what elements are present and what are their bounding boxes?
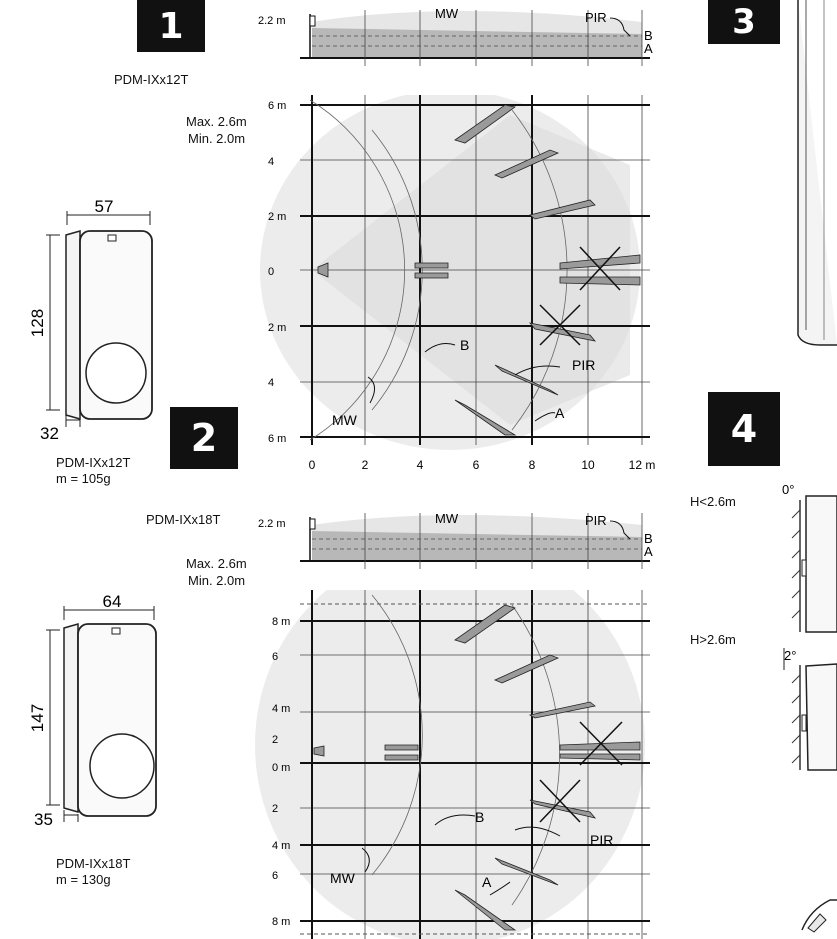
top12-pir-label: PIR	[572, 357, 595, 373]
dim-depth-18: 35	[34, 810, 53, 829]
y-label-18-0: 8 m	[272, 616, 290, 628]
section-badge-2: 2	[170, 407, 238, 469]
y-label-18-8: 8 m	[272, 916, 290, 928]
y-label-18-1: 6	[272, 651, 278, 663]
section-badge-4: 4	[708, 392, 780, 466]
side-pir-label-18: PIR	[585, 513, 607, 528]
side-zone-a-12: A	[644, 41, 653, 56]
top18-mw-label: MW	[330, 870, 356, 886]
model-name-18: PDM-IXx18T	[56, 856, 131, 871]
side-pir-label-12: PIR	[585, 10, 607, 25]
x-label-12-1: 2	[362, 458, 369, 472]
device-drawing-12: 57 128 32	[28, 197, 153, 443]
model-mass-18: m = 130g	[56, 872, 111, 887]
top-view-18: B PIR A MW 8 m 6 4 m 2 0 m 2 4 m 6 8 m	[255, 590, 650, 939]
top-view-12: B PIR A MW 6 m 4 2 m 0 2 m 4 6 m 0 2 4 6…	[260, 95, 656, 472]
mount-min-12: Min. 2.0m	[188, 131, 246, 146]
y-label-12-4: 2 m	[268, 322, 286, 334]
y-label-12-5: 4	[268, 377, 274, 389]
top18-zone-b-label: B	[475, 809, 484, 825]
device-drawing-18: 64 147 35	[28, 592, 157, 829]
side-height-label-18: 2.2 m	[258, 518, 286, 530]
y-label-12-2: 2 m	[268, 211, 286, 223]
x-label-12-5: 10	[581, 458, 595, 472]
y-label-18-6: 4 m	[272, 840, 290, 852]
x-label-12-3: 6	[473, 458, 480, 472]
top12-zone-b-label: B	[460, 337, 469, 353]
top12-mw-label: MW	[332, 412, 358, 428]
dim-height-12: 128	[28, 309, 47, 337]
x-label-12-0: 0	[309, 458, 316, 472]
y-label-18-2: 4 m	[272, 703, 290, 715]
x-label-12-4: 8	[529, 458, 536, 472]
section-badge-3: 3	[708, 0, 780, 44]
dim-depth-12: 32	[40, 424, 59, 443]
side-zone-b-18: B	[644, 531, 653, 546]
dim-height-18: 147	[28, 704, 47, 732]
y-label-18-5: 2	[272, 803, 278, 815]
top18-zone-a-label: A	[482, 874, 492, 890]
mount-max-12: Max. 2.6m	[186, 114, 247, 129]
mount-min-18: Min. 2.0m	[188, 573, 246, 588]
mount-max-18: Max. 2.6m	[186, 556, 247, 571]
x-label-12-2: 4	[417, 458, 424, 472]
mount-angle-drawings: 0° 2°	[782, 482, 837, 933]
device-edge-3	[797, 0, 837, 346]
section-badge-1: 1	[137, 0, 205, 52]
y-label-18-7: 6	[272, 870, 278, 882]
dim-width-18: 64	[103, 592, 122, 611]
angle-2-label: 2°	[784, 648, 796, 663]
side-height-label-12: 2.2 m	[258, 15, 286, 27]
top18-pir-label: PIR	[590, 832, 613, 848]
model-mass-12: m = 105g	[56, 471, 111, 486]
model-name-12: PDM-IXx12T	[56, 455, 131, 470]
side-zone-b-12: B	[644, 28, 653, 43]
y-label-18-4: 0 m	[272, 762, 290, 774]
y-label-12-1: 4	[268, 156, 274, 168]
top12-zone-a-label: A	[555, 405, 565, 421]
y-label-18-3: 2	[272, 734, 278, 746]
y-label-12-6: 6 m	[268, 433, 286, 445]
x-label-12-6: 12 m	[629, 458, 656, 472]
y-label-12-3: 0	[268, 266, 274, 278]
dim-width-12: 57	[95, 197, 114, 216]
side-view-12: 2.2 m MW PIR B A	[258, 6, 653, 66]
side-mw-label-12: MW	[435, 6, 459, 21]
model-title-18: PDM-IXx18T	[146, 512, 221, 527]
model-title-12: PDM-IXx12T	[114, 72, 189, 87]
angle-0-label: 0°	[782, 482, 794, 497]
side-view-18: 2.2 m MW PIR B A	[258, 511, 653, 569]
height-high-label: H>2.6m	[690, 632, 736, 647]
y-label-12-0: 6 m	[268, 100, 286, 112]
height-low-label: H<2.6m	[690, 494, 736, 509]
side-mw-label-18: MW	[435, 511, 459, 526]
side-zone-a-18: A	[644, 544, 653, 559]
